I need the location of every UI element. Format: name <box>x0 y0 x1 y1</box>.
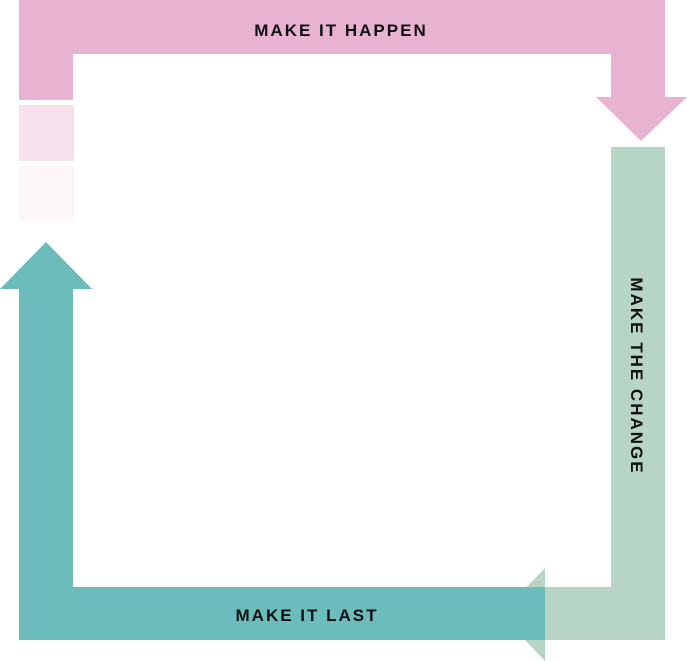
label-make-the-change: MAKE THE CHANGE <box>627 277 646 474</box>
label-make-it-last: MAKE IT LAST <box>236 606 379 625</box>
arrow-make-it-happen <box>19 0 687 141</box>
arrow-make-the-change <box>500 147 665 661</box>
arrow-make-it-last <box>0 242 545 640</box>
fade-segment-1 <box>19 105 74 161</box>
label-make-it-happen: MAKE IT HAPPEN <box>254 21 427 40</box>
fade-segment-2 <box>19 166 74 221</box>
